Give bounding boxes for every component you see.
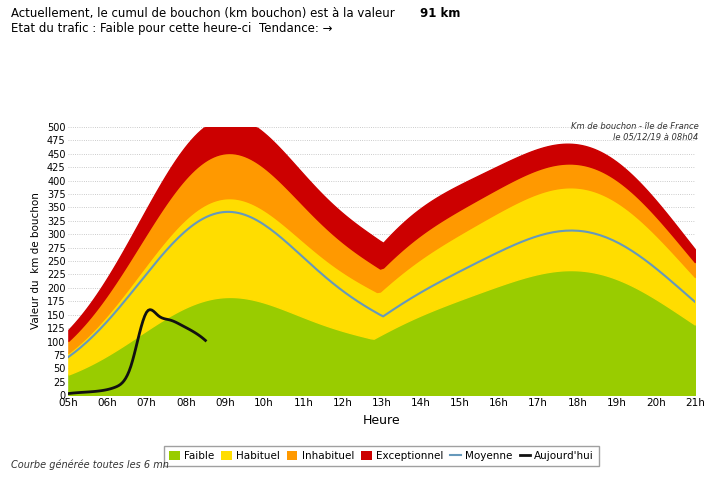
Text: Etat du trafic : Faible pour cette heure-ci: Etat du trafic : Faible pour cette heure… [11,22,251,34]
Text: Actuellement, le cumul de bouchon (km bouchon) est à la valeur: Actuellement, le cumul de bouchon (km bo… [11,7,398,20]
Text: 91 km: 91 km [420,7,460,20]
Text: Courbe générée toutes les 6 mn: Courbe générée toutes les 6 mn [11,460,168,470]
Legend: Faible, Habituel, Inhabituel, Exceptionnel, Moyenne, Aujourd'hui: Faible, Habituel, Inhabituel, Exceptionn… [164,446,599,467]
Text: Tendance: →: Tendance: → [259,22,333,34]
Y-axis label: Valeur du  km de bouchon: Valeur du km de bouchon [31,193,41,330]
X-axis label: Heure: Heure [363,413,400,426]
Text: Km de bouchon - île de France
le 05/12/19 à 08h04: Km de bouchon - île de France le 05/12/1… [571,122,698,142]
